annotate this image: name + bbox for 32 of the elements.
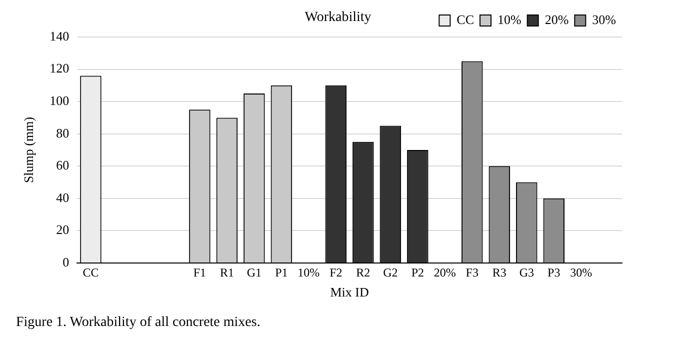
y-tick-label: 140 — [50, 28, 70, 44]
x-tick-label: P3 — [548, 265, 560, 280]
x-tick-label: 20% — [434, 265, 456, 280]
x-tick-label: R3 — [492, 265, 506, 280]
caption: Figure 1. Workability of all concrete mixes. — [16, 315, 262, 331]
x-tick-label: P2 — [411, 265, 424, 280]
y-tick-label: 0 — [62, 254, 70, 270]
y-tick-label: 20 — [56, 222, 70, 238]
x-axis-title: Mix ID — [330, 284, 369, 300]
x-tick-label: P1 — [275, 265, 288, 280]
chart-title: Workability — [304, 10, 372, 26]
x-tick-label: F3 — [466, 265, 478, 280]
y-axis-title: Slump (mm) — [21, 116, 36, 184]
y-tick-label: 80 — [56, 125, 70, 140]
y-tick-label: 60 — [56, 158, 70, 173]
x-tick-label: G1 — [246, 265, 262, 280]
legend-label: 10% — [498, 12, 522, 27]
x-tick-label: R2 — [356, 265, 370, 280]
y-tick-label: 40 — [56, 190, 70, 205]
x-tick-label: F1 — [193, 265, 206, 280]
x-tick-label: R1 — [220, 265, 234, 280]
x-tick-label: F2 — [330, 265, 342, 280]
y-tick-label: 120 — [50, 60, 70, 76]
legend-label: 20% — [544, 12, 569, 27]
y-tick-label: 100 — [50, 92, 70, 108]
x-tick-label: G3 — [519, 265, 534, 280]
x-tick-label: CC — [82, 265, 99, 280]
x-tick-label: 10% — [298, 265, 320, 280]
x-tick-label: 30% — [570, 265, 592, 280]
legend-label: CC — [456, 12, 474, 27]
x-tick-label: G2 — [383, 265, 398, 280]
legend-label: 30% — [592, 12, 616, 27]
